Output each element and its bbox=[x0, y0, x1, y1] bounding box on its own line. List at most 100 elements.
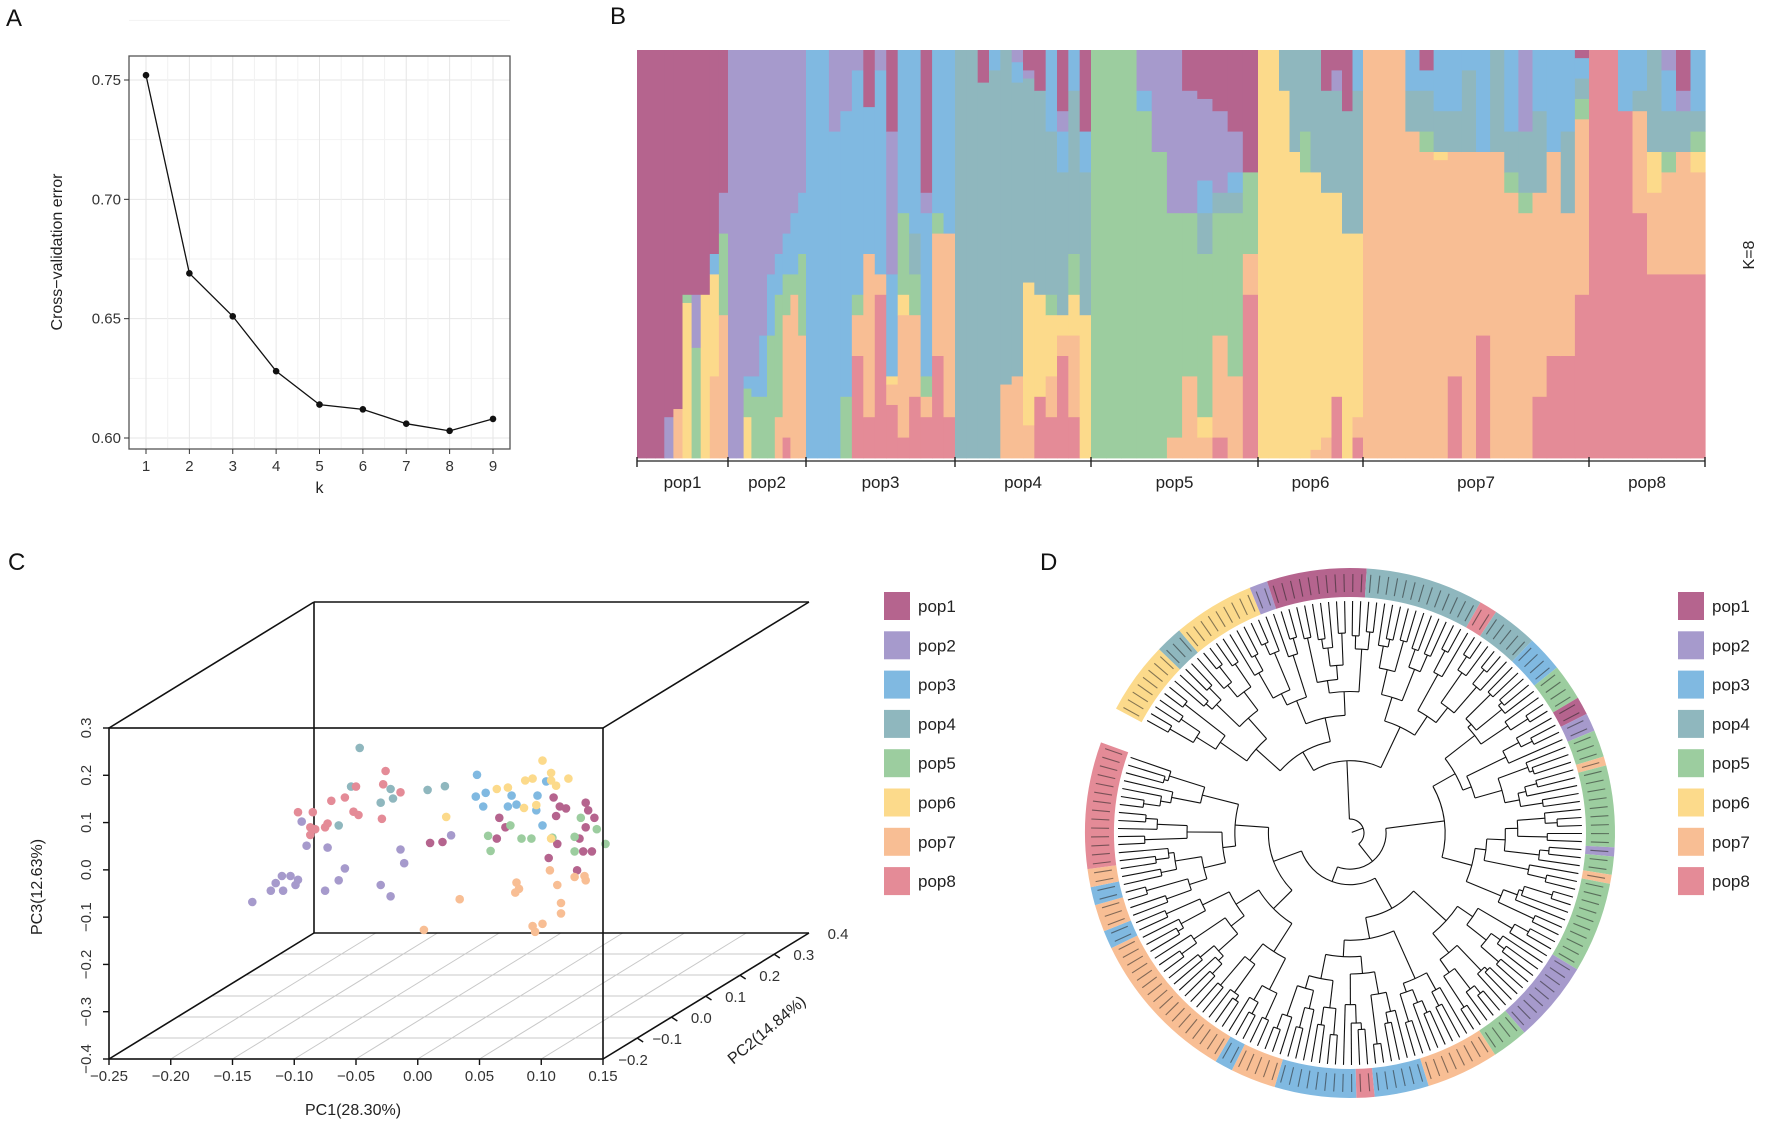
x-tick-label: 0.15 bbox=[588, 1068, 617, 1085]
legend-label: pop3 bbox=[918, 676, 956, 695]
ancestry-segment-pop1 bbox=[1242, 50, 1259, 173]
tree-branch bbox=[1499, 678, 1524, 701]
pca-point-pop6 bbox=[503, 783, 513, 792]
tree-branch bbox=[1196, 982, 1219, 1008]
ancestry-segment-pop5 bbox=[897, 213, 910, 296]
tree-branch bbox=[1367, 632, 1371, 650]
ancestry-segment-pop5 bbox=[1121, 50, 1138, 459]
individual-bar bbox=[637, 50, 647, 459]
tree-node-arc bbox=[1411, 647, 1419, 652]
tree-branch bbox=[1189, 878, 1208, 886]
x-tick-label: 5 bbox=[315, 458, 323, 475]
tip-label-mark bbox=[1316, 576, 1320, 595]
tree-node-arc bbox=[1413, 1000, 1423, 1005]
ancestry-segment-pop3 bbox=[851, 70, 864, 296]
tree-node-arc bbox=[1206, 684, 1213, 691]
tree-branch bbox=[1249, 1017, 1263, 1043]
tip-label-mark bbox=[1107, 917, 1125, 926]
ancestry-segment-pop6 bbox=[1352, 233, 1364, 418]
tree-branch bbox=[1417, 674, 1439, 711]
ancestry-segment-pop7 bbox=[897, 315, 910, 438]
tip-label-mark bbox=[1426, 587, 1433, 605]
individual-bar bbox=[909, 50, 922, 459]
tree-branch bbox=[1441, 625, 1454, 650]
individual-bar bbox=[1490, 50, 1505, 459]
tip-label-mark bbox=[1104, 910, 1123, 917]
tip-label-mark bbox=[1492, 624, 1505, 640]
ancestry-segment-pop3 bbox=[920, 213, 933, 377]
legend-item-pop4: pop4 bbox=[1678, 709, 1750, 738]
tree-branch bbox=[1174, 680, 1205, 707]
tree-branch bbox=[1180, 910, 1206, 925]
ancestry-segment-pop5 bbox=[1518, 192, 1534, 214]
ancestry-segment-pop1 bbox=[673, 50, 684, 410]
ancestry-segment-pop3 bbox=[1504, 50, 1519, 132]
tree-branch bbox=[1230, 915, 1245, 927]
tree-branch bbox=[1484, 966, 1488, 971]
tree-branch bbox=[1219, 741, 1248, 762]
individual-bar bbox=[1661, 50, 1677, 459]
tip-label-mark bbox=[1239, 598, 1248, 616]
legend-label: pop7 bbox=[1712, 833, 1750, 852]
tree-branch bbox=[1475, 847, 1486, 851]
tree-branch bbox=[1164, 693, 1184, 708]
tip-label-mark bbox=[1484, 1032, 1496, 1048]
individual-bar bbox=[1476, 50, 1491, 459]
tree-branch bbox=[1215, 997, 1234, 1023]
tree-branch bbox=[1504, 850, 1540, 856]
tree-branch bbox=[1258, 672, 1274, 699]
tree-branch bbox=[1146, 720, 1169, 733]
ancestry-segment-pop4 bbox=[1574, 78, 1590, 100]
tree-branch bbox=[1150, 933, 1180, 952]
clade-ring-pop3 bbox=[1090, 881, 1123, 906]
ancestry-segment-pop7 bbox=[874, 274, 887, 296]
tree-branch bbox=[1473, 985, 1481, 994]
tree-branch bbox=[1486, 656, 1501, 673]
tree-node-arc bbox=[1323, 646, 1333, 650]
ancestry-segment-pop1 bbox=[1057, 50, 1069, 112]
pca-point-pop6 bbox=[532, 800, 541, 810]
pca-point-pop2 bbox=[320, 886, 330, 895]
x-tick-label: 7 bbox=[402, 458, 410, 475]
tip-label-mark bbox=[1101, 902, 1120, 909]
ancestry-segment-pop7 bbox=[1504, 192, 1519, 459]
tree-branch bbox=[1243, 626, 1259, 655]
tree-branch bbox=[1372, 602, 1378, 633]
ancestry-segment-pop1 bbox=[646, 50, 656, 459]
tree-node-arc bbox=[1192, 731, 1201, 743]
tree-node-arc bbox=[1231, 661, 1239, 667]
tree-branch bbox=[1393, 930, 1416, 979]
ancestry-segment-pop1 bbox=[863, 50, 876, 108]
tree-branch bbox=[1365, 601, 1370, 632]
ancestry-segment-pop1 bbox=[691, 50, 702, 296]
ancestry-segment-pop6 bbox=[1289, 152, 1301, 459]
ancestry-segment-pop4 bbox=[1212, 192, 1229, 214]
ancestry-segment-pop8 bbox=[1212, 437, 1229, 459]
tree-branch bbox=[1229, 634, 1256, 676]
tip-label-mark bbox=[1511, 1011, 1525, 1026]
tip-label-mark bbox=[1583, 891, 1602, 897]
ancestry-segment-pop6 bbox=[682, 302, 693, 459]
tip-label-mark bbox=[1579, 753, 1597, 761]
ancestry-segment-pop7 bbox=[1461, 152, 1477, 459]
individual-bar bbox=[1504, 50, 1519, 459]
pca-point-pop8 bbox=[396, 788, 405, 797]
individual-bar bbox=[709, 50, 720, 459]
individual-bar bbox=[664, 50, 674, 459]
tip-label-mark bbox=[1131, 962, 1148, 974]
pca-point-pop5 bbox=[486, 846, 495, 856]
tree-branch bbox=[1205, 703, 1213, 710]
tree-branch bbox=[1169, 775, 1205, 788]
tip-label-mark bbox=[1186, 631, 1199, 647]
tree-branch bbox=[1390, 1022, 1400, 1060]
ancestry-segment-pop6 bbox=[743, 417, 752, 459]
tree-branch bbox=[1166, 898, 1201, 915]
individual-bar bbox=[646, 50, 656, 459]
tree-branch bbox=[1401, 669, 1416, 702]
tree-branch bbox=[1166, 889, 1192, 900]
ancestry-segment-pop7 bbox=[1518, 213, 1534, 459]
pca-point-pop8 bbox=[310, 824, 320, 834]
pca-point-pop2 bbox=[278, 886, 288, 895]
legend-swatch bbox=[884, 827, 910, 856]
legend-item-pop6: pop6 bbox=[1678, 788, 1750, 817]
